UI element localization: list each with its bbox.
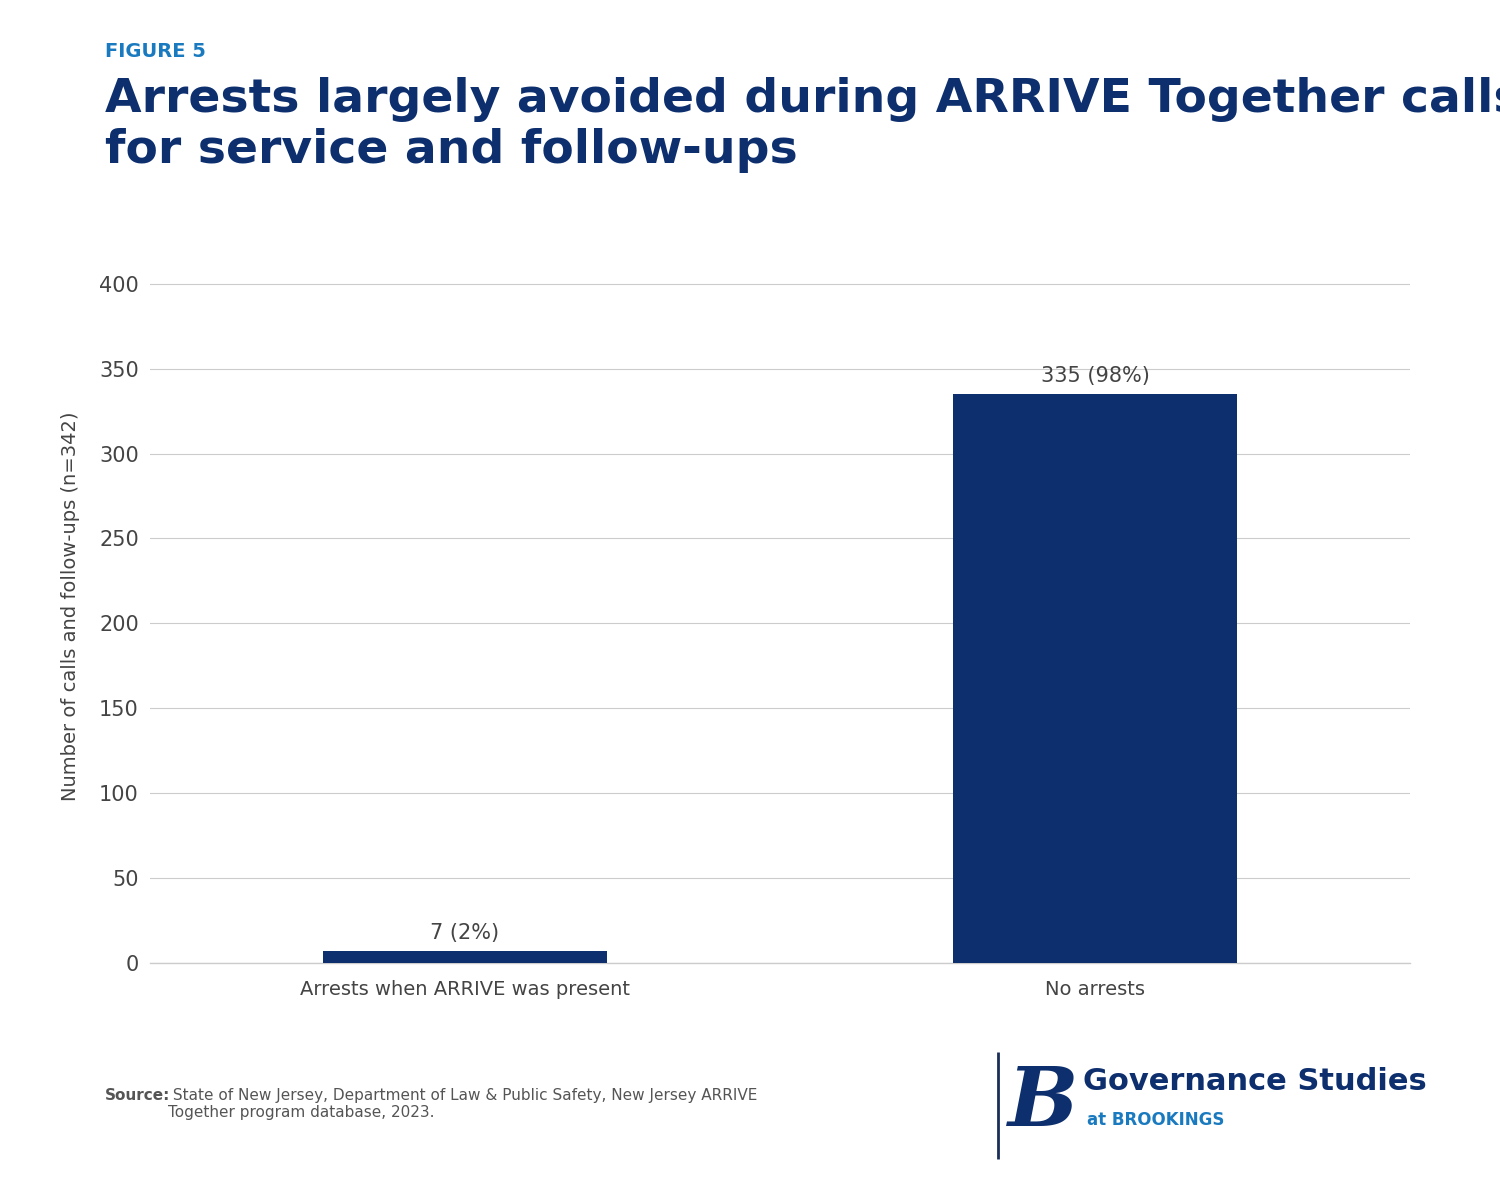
Text: Governance Studies: Governance Studies xyxy=(1083,1068,1426,1096)
Text: at BROOKINGS: at BROOKINGS xyxy=(1086,1111,1224,1130)
Bar xyxy=(954,394,1236,963)
Text: Source:: Source: xyxy=(105,1088,171,1103)
Y-axis label: Number of calls and follow-ups (n=342): Number of calls and follow-ups (n=342) xyxy=(60,411,80,801)
Text: Arrests largely avoided during ARRIVE Together calls
for service and follow-ups: Arrests largely avoided during ARRIVE To… xyxy=(105,77,1500,172)
Text: 7 (2%): 7 (2%) xyxy=(430,923,500,943)
Text: 335 (98%): 335 (98%) xyxy=(1041,365,1149,385)
Text: State of New Jersey, Department of Law & Public Safety, New Jersey ARRIVE
Togeth: State of New Jersey, Department of Law &… xyxy=(168,1088,758,1120)
Bar xyxy=(324,951,606,963)
Text: FIGURE 5: FIGURE 5 xyxy=(105,42,206,61)
Text: B: B xyxy=(1008,1063,1078,1144)
